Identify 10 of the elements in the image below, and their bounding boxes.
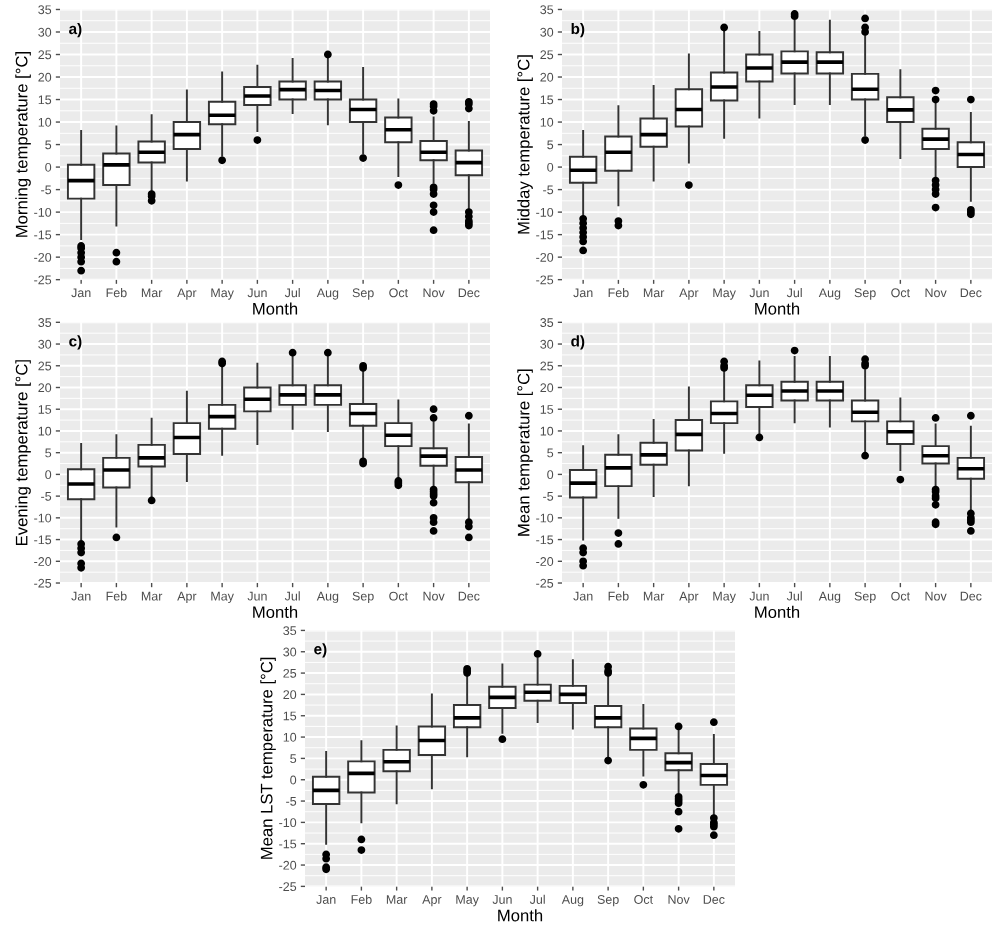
y-axis-title: Mean LST temperature [°C] bbox=[260, 657, 276, 859]
x-axis-title: Month bbox=[498, 909, 543, 922]
y-axis-title: Morning temperature [°C] bbox=[15, 52, 31, 237]
x-axis-title: Month bbox=[253, 605, 298, 619]
y-axis-title: Midday temperature [°C] bbox=[517, 55, 533, 234]
x-axis-title: Month bbox=[755, 605, 800, 619]
y-axis-title: Mean temperature [°C] bbox=[517, 369, 533, 536]
y-axis-title: Evening temperature [°C] bbox=[15, 360, 31, 545]
x-axis-title: Month bbox=[755, 302, 800, 315]
x-axis-title: Month bbox=[253, 302, 298, 315]
